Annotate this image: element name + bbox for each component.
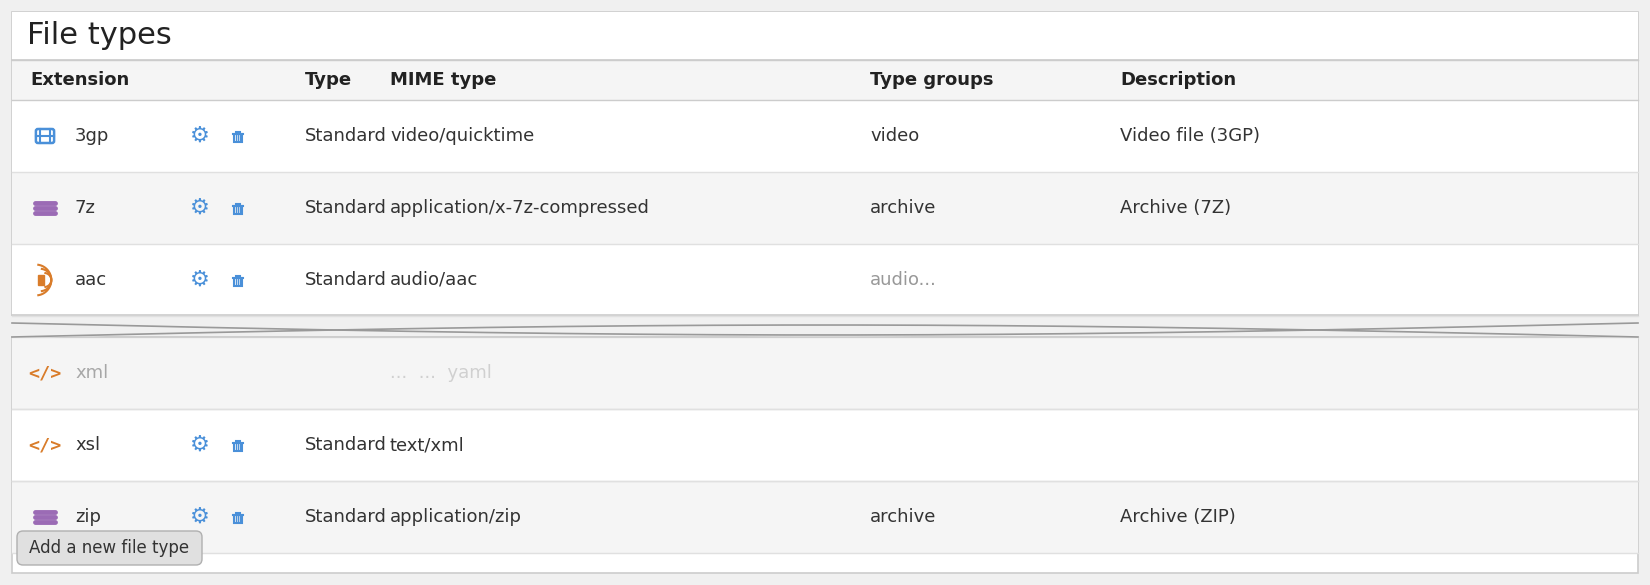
Text: ⚙: ⚙ (190, 126, 210, 146)
Text: aac: aac (74, 271, 107, 289)
Bar (12, 409, 1638, 481)
Text: archive: archive (870, 199, 937, 217)
Text: </>: </> (28, 436, 61, 454)
Text: Description: Description (1120, 71, 1236, 89)
Text: xml: xml (74, 364, 109, 382)
Bar (234, 515, 243, 522)
Text: Standard: Standard (305, 271, 386, 289)
Text: text/xml: text/xml (389, 436, 465, 454)
Text: audio/aac: audio/aac (389, 271, 478, 289)
Text: ⚙: ⚙ (190, 270, 210, 290)
Text: ⚙: ⚙ (190, 435, 210, 455)
Text: application/zip: application/zip (389, 508, 521, 526)
Bar (12, 337, 1638, 409)
Text: Archive (7Z): Archive (7Z) (1120, 199, 1231, 217)
Bar (12, 12, 1638, 315)
Text: Extension: Extension (30, 71, 129, 89)
Bar (12, 12, 1638, 60)
Text: video/quicktime: video/quicktime (389, 127, 535, 145)
Bar (12, 172, 1638, 244)
Polygon shape (38, 275, 45, 285)
Bar (234, 278, 243, 285)
Bar (12, 337, 1638, 573)
Text: Standard: Standard (305, 127, 386, 145)
Bar (12, 244, 1638, 316)
Text: Standard: Standard (305, 436, 386, 454)
Text: Standard: Standard (305, 199, 386, 217)
Bar (12, 481, 1638, 553)
Text: xsl: xsl (74, 436, 101, 454)
Text: File types: File types (26, 22, 172, 50)
Text: Standard: Standard (305, 508, 386, 526)
Bar (234, 134, 243, 142)
Bar (234, 443, 243, 450)
Text: application/x-7z-compressed: application/x-7z-compressed (389, 199, 650, 217)
Bar (234, 206, 243, 214)
Text: ⚙: ⚙ (190, 198, 210, 218)
Text: 7z: 7z (74, 199, 96, 217)
Text: archive: archive (870, 508, 937, 526)
Text: ...  ...  yaml: ... ... yaml (389, 364, 492, 382)
Text: Add a new file type: Add a new file type (30, 539, 190, 557)
Text: Archive (ZIP): Archive (ZIP) (1120, 508, 1236, 526)
Bar (12, 100, 1638, 172)
Text: ⚙: ⚙ (190, 507, 210, 527)
Text: Type: Type (305, 71, 351, 89)
Text: Video file (3GP): Video file (3GP) (1120, 127, 1261, 145)
Text: MIME type: MIME type (389, 71, 497, 89)
FancyBboxPatch shape (16, 531, 201, 565)
Text: Type groups: Type groups (870, 71, 993, 89)
Text: video: video (870, 127, 919, 145)
Text: 3gp: 3gp (74, 127, 109, 145)
Text: zip: zip (74, 508, 101, 526)
Text: audio...: audio... (870, 271, 937, 289)
Bar (12, 60, 1638, 100)
Text: </>: </> (28, 364, 61, 382)
